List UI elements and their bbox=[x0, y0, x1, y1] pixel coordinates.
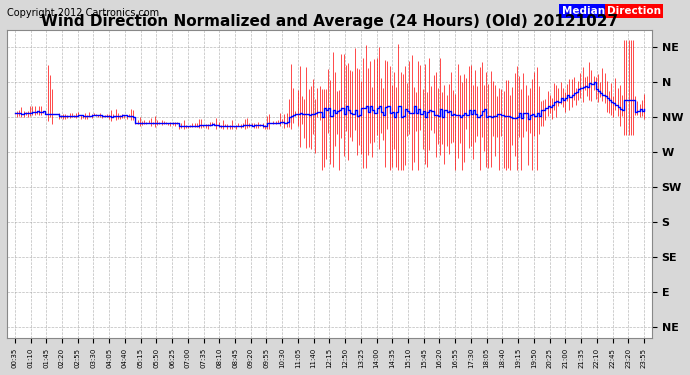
Text: Median: Median bbox=[562, 6, 604, 16]
Text: Direction: Direction bbox=[607, 6, 661, 16]
Title: Wind Direction Normalized and Average (24 Hours) (Old) 20121027: Wind Direction Normalized and Average (2… bbox=[41, 14, 618, 29]
Text: Copyright 2012 Cartronics.com: Copyright 2012 Cartronics.com bbox=[7, 8, 159, 18]
